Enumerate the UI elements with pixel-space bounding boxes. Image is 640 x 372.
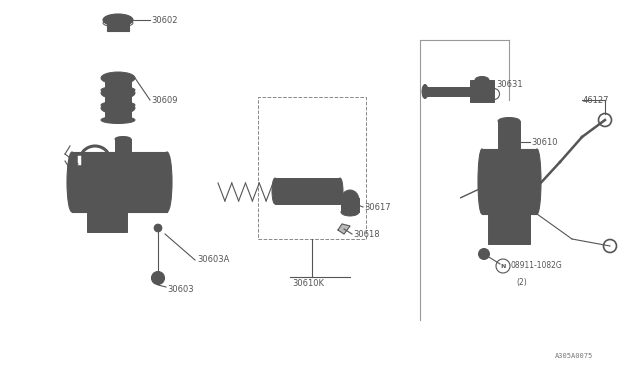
Ellipse shape [115, 137, 131, 141]
Text: 30603A: 30603A [197, 256, 229, 264]
Circle shape [152, 272, 164, 285]
Text: N: N [500, 263, 506, 269]
Ellipse shape [475, 77, 489, 83]
Bar [470, 80, 494, 102]
Ellipse shape [498, 118, 520, 125]
Text: 30617: 30617 [364, 202, 390, 212]
Ellipse shape [101, 116, 135, 124]
Text: A305A0075: A305A0075 [555, 353, 593, 359]
Ellipse shape [272, 178, 278, 204]
Bar [105, 77, 131, 90]
Text: 08911-1082G: 08911-1082G [511, 262, 563, 270]
Circle shape [479, 248, 490, 260]
Text: 30603: 30603 [167, 285, 194, 295]
Ellipse shape [341, 208, 359, 216]
Circle shape [154, 224, 162, 232]
Bar [105, 107, 131, 120]
Text: 30631: 30631 [496, 80, 523, 89]
Bar [482, 149, 537, 214]
Bar [425, 87, 470, 96]
Ellipse shape [478, 149, 486, 214]
Text: 30602: 30602 [151, 16, 177, 25]
Bar [258, 97, 366, 239]
Text: 46127: 46127 [583, 96, 609, 105]
Bar [275, 178, 340, 204]
Ellipse shape [422, 84, 428, 99]
Ellipse shape [337, 178, 343, 204]
Text: (2): (2) [516, 278, 527, 286]
Ellipse shape [101, 102, 135, 109]
Bar [87, 210, 127, 232]
Bar [105, 92, 131, 105]
Bar [107, 19, 129, 31]
Bar [341, 198, 359, 212]
Ellipse shape [101, 87, 135, 99]
Ellipse shape [162, 152, 172, 212]
Text: 30610: 30610 [531, 138, 557, 147]
Ellipse shape [67, 152, 77, 212]
Ellipse shape [101, 102, 135, 114]
Ellipse shape [101, 72, 135, 84]
Bar [488, 212, 530, 244]
Text: 30616: 30616 [107, 155, 134, 164]
Ellipse shape [341, 190, 359, 210]
Ellipse shape [68, 170, 86, 194]
Text: 30609: 30609 [151, 96, 177, 105]
Bar [498, 121, 520, 149]
Text: 30618: 30618 [353, 230, 380, 238]
Bar [115, 139, 131, 152]
Ellipse shape [103, 14, 133, 26]
Text: 30610K: 30610K [292, 279, 324, 289]
Ellipse shape [101, 87, 135, 93]
Bar [72, 152, 167, 212]
Polygon shape [338, 224, 350, 234]
Ellipse shape [533, 149, 541, 214]
